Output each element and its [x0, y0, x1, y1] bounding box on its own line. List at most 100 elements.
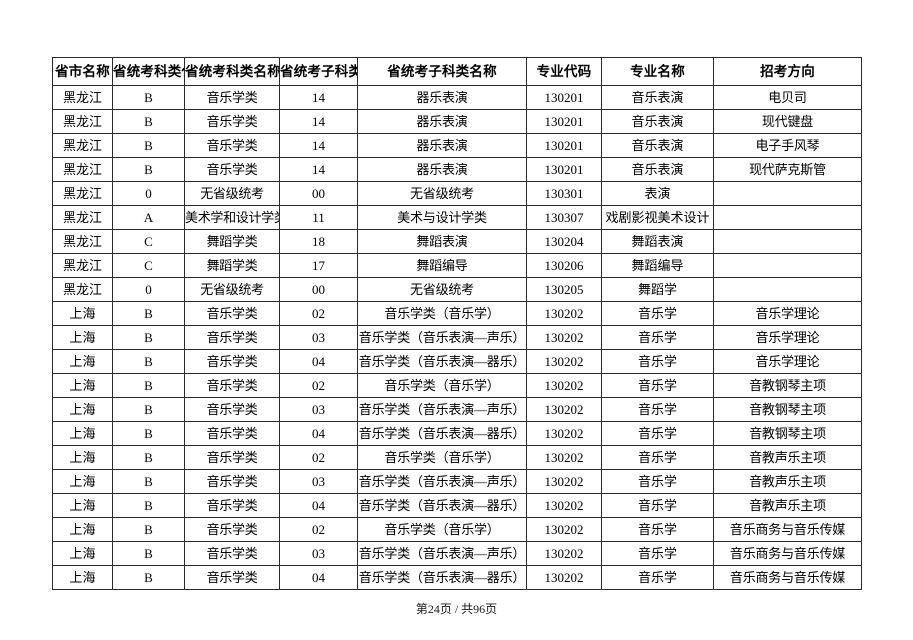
cell-province: 黑龙江	[52, 253, 113, 278]
cell-category-name: 音乐学类	[184, 325, 280, 350]
table-row: 上海 B 音乐学类 04 音乐学类（音乐表演—器乐） 130202 音乐学 音乐商务与音乐传媒	[52, 565, 862, 590]
cell-category-code: B	[112, 109, 185, 134]
cell-category-name: 音乐学类	[184, 469, 280, 494]
cell-subcategory-code: 03	[279, 325, 358, 350]
cell-major-name: 音乐学	[601, 565, 714, 590]
cell-subcategory-code: 17	[279, 253, 358, 278]
cell-category-name: 音乐学类	[184, 133, 280, 158]
cell-category-code: B	[112, 493, 185, 518]
cell-category-code: B	[112, 541, 185, 566]
cell-category-code: B	[112, 397, 185, 422]
cell-province: 黑龙江	[52, 157, 113, 182]
cell-category-code: C	[112, 253, 185, 278]
cell-major-name: 音乐学	[601, 373, 714, 398]
column-header-category-name: 省统考科类名称	[184, 57, 280, 86]
cell-subcategory-name: 音乐学类（音乐学）	[357, 373, 527, 398]
cell-direction: 音乐商务与音乐传媒	[713, 517, 862, 542]
table-body: 黑龙江 B 音乐学类 14 器乐表演 130201 音乐表演 电贝司 黑龙江 B 音乐学类 14 器乐表…	[52, 85, 862, 590]
table-container: 省市名称 省统考科类代码 省统考科类名称 省统考子科类代码 省统考子科类名称 专…	[52, 57, 862, 590]
column-header-direction: 招考方向	[713, 57, 862, 86]
cell-major-code: 130201	[526, 85, 602, 110]
cell-subcategory-code: 04	[279, 565, 358, 590]
cell-subcategory-name: 音乐学类（音乐表演—器乐）	[357, 565, 527, 590]
cell-subcategory-name: 舞蹈表演	[357, 229, 527, 254]
cell-subcategory-code: 14	[279, 85, 358, 110]
table-row: 上海 B 音乐学类 02 音乐学类（音乐学） 130202 音乐学 音教声乐主项	[52, 445, 862, 470]
cell-subcategory-code: 00	[279, 277, 358, 302]
cell-category-name: 音乐学类	[184, 109, 280, 134]
cell-direction: 音乐学理论	[713, 325, 862, 350]
cell-category-name: 无省级统考	[184, 277, 280, 302]
cell-major-name: 音乐表演	[601, 109, 714, 134]
cell-direction: 音教钢琴主项	[713, 397, 862, 422]
cell-category-code: B	[112, 517, 185, 542]
cell-subcategory-code: 04	[279, 493, 358, 518]
cell-major-code: 130202	[526, 373, 602, 398]
cell-major-code: 130202	[526, 445, 602, 470]
cell-major-name: 舞蹈学	[601, 277, 714, 302]
cell-province: 上海	[52, 541, 113, 566]
cell-province: 上海	[52, 421, 113, 446]
cell-direction	[713, 277, 862, 302]
cell-major-name: 舞蹈表演	[601, 229, 714, 254]
cell-category-name: 音乐学类	[184, 565, 280, 590]
cell-category-name: 音乐学类	[184, 445, 280, 470]
table-row: 上海 B 音乐学类 03 音乐学类（音乐表演—声乐） 130202 音乐学 音教钢琴主项	[52, 397, 862, 422]
cell-category-name: 音乐学类	[184, 373, 280, 398]
cell-subcategory-name: 音乐学类（音乐学）	[357, 517, 527, 542]
cell-major-name: 音乐学	[601, 493, 714, 518]
cell-province: 黑龙江	[52, 109, 113, 134]
cell-major-name: 表演	[601, 181, 714, 206]
cell-major-name: 音乐学	[601, 397, 714, 422]
cell-category-name: 音乐学类	[184, 397, 280, 422]
cell-category-code: B	[112, 133, 185, 158]
cell-category-code: B	[112, 445, 185, 470]
cell-major-code: 130202	[526, 469, 602, 494]
cell-major-code: 130307	[526, 205, 602, 230]
cell-province: 上海	[52, 373, 113, 398]
table-header: 省市名称 省统考科类代码 省统考科类名称 省统考子科类代码 省统考子科类名称 专…	[52, 57, 862, 86]
table-row: 上海 B 音乐学类 04 音乐学类（音乐表演—器乐） 130202 音乐学 音教声乐主项	[52, 493, 862, 518]
cell-major-name: 音乐学	[601, 445, 714, 470]
cell-province: 上海	[52, 493, 113, 518]
cell-category-name: 舞蹈学类	[184, 229, 280, 254]
column-header-subcategory-code: 省统考子科类代码	[279, 57, 358, 86]
cell-province: 上海	[52, 325, 113, 350]
table-row: 上海 B 音乐学类 03 音乐学类（音乐表演—声乐） 130202 音乐学 音乐商务与音乐传媒	[52, 541, 862, 566]
cell-subcategory-code: 14	[279, 109, 358, 134]
cell-major-name: 音乐学	[601, 301, 714, 326]
cell-subcategory-code: 18	[279, 229, 358, 254]
cell-category-name: 音乐学类	[184, 349, 280, 374]
table-row: 黑龙江 C 舞蹈学类 17 舞蹈编导 130206 舞蹈编导	[52, 253, 862, 278]
cell-province: 黑龙江	[52, 229, 113, 254]
cell-subcategory-code: 02	[279, 445, 358, 470]
cell-major-name: 音乐学	[601, 421, 714, 446]
cell-direction	[713, 229, 862, 254]
cell-category-name: 音乐学类	[184, 517, 280, 542]
cell-subcategory-name: 美术与设计学类	[357, 205, 527, 230]
cell-province: 上海	[52, 445, 113, 470]
cell-direction: 音教钢琴主项	[713, 373, 862, 398]
cell-category-name: 音乐学类	[184, 541, 280, 566]
table-row: 黑龙江 B 音乐学类 14 器乐表演 130201 音乐表演 电子手风琴	[52, 133, 862, 158]
cell-subcategory-code: 03	[279, 397, 358, 422]
cell-category-code: B	[112, 349, 185, 374]
column-header-major-code: 专业代码	[526, 57, 602, 86]
cell-subcategory-name: 无省级统考	[357, 277, 527, 302]
cell-province: 黑龙江	[52, 277, 113, 302]
cell-subcategory-name: 音乐学类（音乐表演—器乐）	[357, 421, 527, 446]
cell-major-code: 130301	[526, 181, 602, 206]
cell-major-name: 音乐表演	[601, 133, 714, 158]
table-row: 上海 B 音乐学类 04 音乐学类（音乐表演—器乐） 130202 音乐学 音教钢琴主项	[52, 421, 862, 446]
cell-subcategory-name: 音乐学类（音乐表演—声乐）	[357, 325, 527, 350]
table-row: 黑龙江 B 音乐学类 14 器乐表演 130201 音乐表演 电贝司	[52, 85, 862, 110]
cell-direction	[713, 181, 862, 206]
table-row: 上海 B 音乐学类 02 音乐学类（音乐学） 130202 音乐学 音教钢琴主项	[52, 373, 862, 398]
cell-direction	[713, 253, 862, 278]
cell-direction: 音教声乐主项	[713, 493, 862, 518]
table-row: 上海 B 音乐学类 04 音乐学类（音乐表演—器乐） 130202 音乐学 音乐学理论	[52, 349, 862, 374]
cell-major-code: 130202	[526, 421, 602, 446]
cell-category-name: 音乐学类	[184, 157, 280, 182]
cell-direction: 音乐商务与音乐传媒	[713, 565, 862, 590]
cell-major-code: 130202	[526, 301, 602, 326]
